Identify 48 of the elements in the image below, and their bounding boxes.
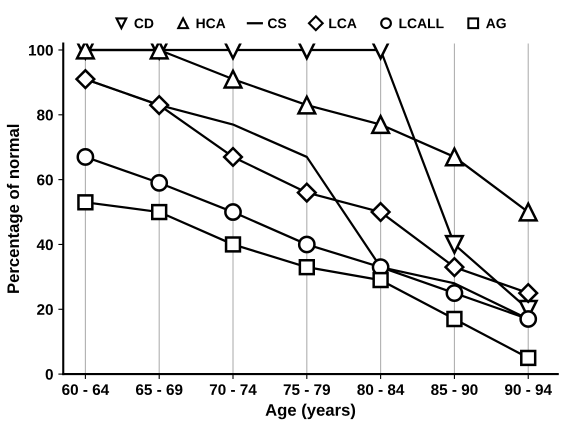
point xyxy=(370,202,391,222)
point xyxy=(296,182,317,203)
point xyxy=(76,148,94,166)
point xyxy=(224,203,242,221)
point xyxy=(298,236,316,254)
point xyxy=(519,310,538,328)
point xyxy=(372,272,389,288)
x-tick-label: 80 - 84 xyxy=(357,384,404,396)
legend-label: CD xyxy=(134,18,154,28)
x-axis-title: Age (years) xyxy=(266,404,356,420)
legend-label: CS xyxy=(268,18,286,28)
point xyxy=(446,310,463,328)
legend-label: HCA xyxy=(196,18,226,28)
x-tick-label: 70 - 74 xyxy=(210,384,257,396)
x-tick-label: 85 - 90 xyxy=(431,384,478,396)
y-tick-label: 0 xyxy=(46,368,53,380)
point xyxy=(149,94,170,116)
point xyxy=(151,204,168,220)
point xyxy=(75,69,96,90)
x-tick-label: 65 - 69 xyxy=(136,384,182,396)
point xyxy=(298,258,316,276)
legend-label: LCA xyxy=(329,18,357,28)
point xyxy=(150,174,168,192)
y-tick-label: 60 xyxy=(37,174,53,186)
point xyxy=(297,96,316,115)
point xyxy=(222,146,244,168)
point xyxy=(77,194,94,211)
point xyxy=(371,114,390,134)
y-tick-label: 80 xyxy=(37,110,53,120)
point xyxy=(444,234,464,254)
point xyxy=(371,44,390,60)
point xyxy=(444,147,464,167)
point xyxy=(224,236,242,253)
point xyxy=(520,350,536,366)
legend-label: LCALL xyxy=(399,18,444,28)
point xyxy=(223,70,243,89)
y-tick-label: 100 xyxy=(29,44,53,56)
x-tick-label: 90 - 94 xyxy=(504,384,552,396)
point xyxy=(446,284,464,302)
point xyxy=(518,282,538,304)
legend-label: AG xyxy=(486,18,506,28)
y-axis-title: Percentage of normal xyxy=(6,124,22,293)
y-tick-label: 40 xyxy=(36,239,53,250)
x-tick-label: 60 - 64 xyxy=(62,384,110,396)
point xyxy=(444,257,465,278)
point xyxy=(518,202,538,222)
y-tick-label: 20 xyxy=(37,304,53,315)
x-tick-label: 75 - 79 xyxy=(284,384,330,396)
